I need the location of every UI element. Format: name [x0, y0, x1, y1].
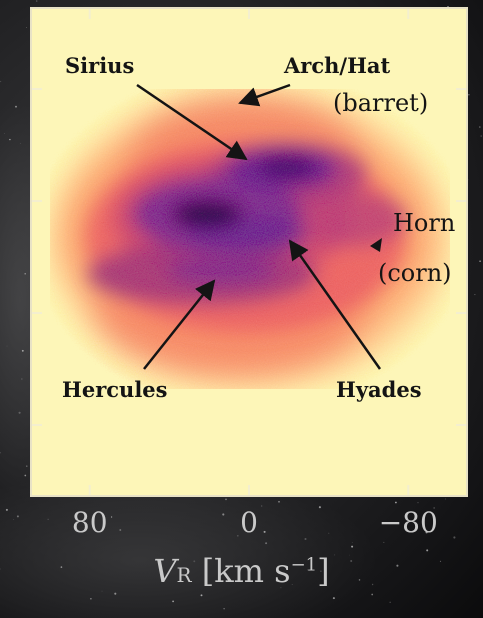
star: [20, 142, 22, 144]
label-hercules: Hercules: [62, 377, 167, 402]
star: [479, 260, 481, 263]
star: [468, 94, 470, 96]
label-sirius: Sirius: [65, 53, 134, 78]
star: [24, 474, 27, 477]
star: [389, 601, 391, 603]
star: [5, 508, 8, 511]
star: [24, 272, 26, 275]
x-axis-units: [km s: [201, 552, 291, 590]
arrow-hercules: [143, 279, 216, 370]
star: [0, 80, 2, 83]
star: [21, 378, 23, 380]
star: [278, 501, 280, 503]
x-tick-label: 80: [71, 506, 108, 539]
star: [101, 590, 103, 592]
annotations: Sirius Arch/Hat (barret) Horn (corn) Her…: [62, 53, 455, 402]
arrow-arch-hat: [238, 83, 291, 107]
star: [351, 542, 353, 543]
star: [21, 349, 24, 352]
label-barret: (barret): [333, 89, 428, 117]
x-tick-label: −80: [378, 506, 438, 539]
star: [453, 536, 456, 539]
density-blobs: [50, 89, 450, 389]
star: [236, 534, 239, 537]
star: [9, 138, 11, 141]
star: [26, 27, 27, 28]
star: [26, 465, 28, 467]
star: [261, 505, 263, 507]
star: [318, 506, 321, 509]
axis-ticks: [32, 9, 466, 495]
star: [223, 608, 225, 610]
label-hyades: Hyades: [336, 377, 422, 402]
label-arch-hat: Arch/Hat: [283, 53, 391, 78]
star: [351, 545, 354, 548]
star: [13, 519, 15, 520]
star: [328, 532, 330, 534]
star: [445, 498, 446, 500]
star: [90, 597, 92, 600]
star: [6, 345, 8, 347]
x-axis-label: VR [km s−1]: [0, 552, 483, 590]
density-heatmap: Sirius Arch/Hat (barret) Horn (corn) Her…: [32, 9, 466, 495]
x-axis-close: ]: [317, 552, 330, 590]
star: [225, 498, 227, 501]
star: [16, 515, 19, 518]
arrow-hyades: [288, 239, 382, 370]
star: [263, 530, 266, 533]
star: [265, 542, 268, 545]
star: [110, 516, 113, 518]
x-tick-label: 0: [240, 506, 258, 539]
star: [172, 600, 174, 603]
star: [47, 518, 49, 520]
star: [478, 126, 481, 128]
star: [371, 593, 374, 596]
star: [332, 597, 335, 600]
arrow-sirius: [136, 83, 248, 161]
heatmap-plot: Sirius Arch/Hat (barret) Horn (corn) Her…: [30, 7, 468, 497]
star: [474, 294, 476, 296]
star: [119, 529, 122, 531]
star: [114, 592, 117, 595]
x-axis-exponent: −1: [290, 554, 318, 576]
label-horn: Horn: [393, 209, 455, 237]
star: [18, 411, 21, 414]
star: [0, 452, 1, 454]
x-axis-symbol: V: [153, 552, 177, 590]
x-axis-subscript: R: [176, 563, 192, 587]
label-corn: (corn): [378, 259, 452, 287]
star: [222, 513, 225, 516]
star: [35, 0, 38, 2]
star: [3, 132, 5, 134]
star: [15, 105, 17, 108]
star: [394, 501, 397, 504]
star: [417, 502, 419, 504]
star: [383, 541, 385, 543]
horn-marker: [370, 238, 382, 252]
star: [480, 135, 483, 137]
star: [304, 537, 307, 541]
star: [200, 594, 203, 597]
